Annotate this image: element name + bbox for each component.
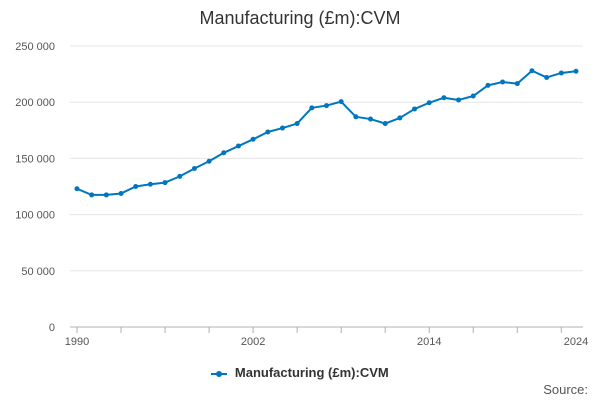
series-layer [74,68,579,198]
data-point[interactable] [470,93,476,99]
data-point[interactable] [514,81,520,87]
data-point[interactable] [147,181,153,187]
data-point[interactable] [103,192,109,198]
x-tick-label: 1990 [65,336,89,348]
data-point[interactable] [382,121,388,127]
data-point[interactable] [324,103,329,109]
data-point[interactable] [294,121,300,127]
y-tick-label: 0 [49,322,55,334]
data-point[interactable] [426,100,432,106]
data-point[interactable] [133,184,139,189]
data-point[interactable] [191,166,197,172]
data-point[interactable] [529,68,535,74]
data-point[interactable] [309,105,315,111]
y-tick-label: 250 000 [15,41,55,53]
data-point[interactable] [89,192,95,198]
legend-label: Manufacturing (£m):CVM [234,365,389,380]
y-tick-label: 50 000 [21,266,55,278]
source-label: Source: [543,382,588,397]
chart-title: Manufacturing (£m):CVM [199,8,401,28]
data-point[interactable] [456,97,462,103]
data-point[interactable] [74,186,80,192]
data-point[interactable] [412,106,418,112]
data-point[interactable] [221,150,227,156]
data-point[interactable] [235,143,241,149]
data-point[interactable] [177,173,183,179]
y-tick-label: 100 000 [15,210,55,222]
data-point[interactable] [368,116,374,122]
data-point[interactable] [265,129,271,135]
data-point[interactable] [441,95,447,101]
data-point[interactable] [573,68,579,74]
y-tick-label: 200 000 [15,97,55,109]
data-point[interactable] [558,70,564,76]
data-point[interactable] [500,79,506,85]
data-point[interactable] [485,82,491,88]
data-point[interactable] [279,125,285,131]
x-tick-label: 2024 [564,336,588,348]
x-tick-label: 2002 [241,336,265,348]
y-tick-label: 150 000 [15,153,55,165]
data-point[interactable] [206,158,212,164]
data-point[interactable] [397,115,403,121]
legend-series-marker [211,369,228,379]
data-point[interactable] [162,180,168,186]
data-point[interactable] [118,190,124,196]
data-point[interactable] [338,99,344,105]
legend[interactable]: Manufacturing (£m):CVM [0,365,600,380]
data-point[interactable] [250,136,256,142]
series-line[interactable] [76,69,577,196]
grid-layer [70,45,583,272]
data-point[interactable] [544,74,550,80]
axis-layer: 0 50 000 100 000 150 000 200 000 250 000 1990 2… [15,41,588,348]
data-point[interactable] [353,114,359,120]
x-tick-label: 2014 [417,336,441,348]
